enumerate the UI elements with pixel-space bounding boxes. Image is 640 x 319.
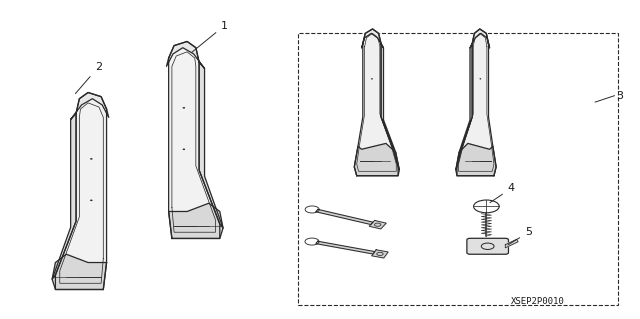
Polygon shape [70, 93, 109, 120]
Polygon shape [372, 250, 388, 258]
FancyBboxPatch shape [467, 238, 509, 254]
Polygon shape [169, 41, 220, 239]
Polygon shape [381, 44, 399, 170]
Polygon shape [456, 144, 496, 176]
Polygon shape [52, 254, 106, 290]
Polygon shape [199, 62, 223, 228]
Text: XSEP2P0010: XSEP2P0010 [511, 297, 564, 306]
Text: 2: 2 [76, 62, 102, 93]
Polygon shape [355, 144, 399, 176]
Polygon shape [506, 239, 518, 248]
Text: 5: 5 [508, 227, 532, 245]
Polygon shape [456, 44, 472, 170]
Bar [298, 33, 618, 305]
Polygon shape [169, 203, 223, 239]
Text: 1: 1 [191, 21, 228, 52]
Text: 4: 4 [490, 183, 515, 203]
Polygon shape [470, 29, 490, 48]
Polygon shape [316, 241, 375, 254]
Polygon shape [52, 113, 76, 279]
Polygon shape [316, 209, 373, 225]
Polygon shape [362, 29, 383, 48]
Polygon shape [166, 41, 205, 69]
Polygon shape [369, 220, 386, 229]
Polygon shape [56, 93, 106, 290]
Polygon shape [457, 29, 496, 176]
Text: 3: 3 [616, 91, 623, 101]
Polygon shape [355, 29, 398, 176]
